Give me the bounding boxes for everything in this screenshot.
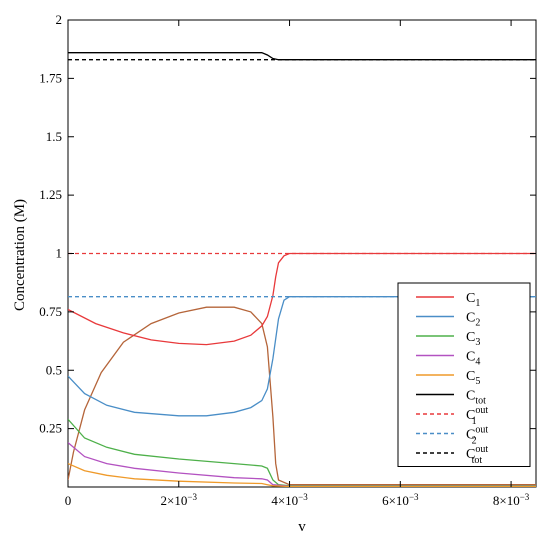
x-tick-label: 8×10−3	[493, 492, 530, 508]
series-line-ctot	[68, 52, 536, 61]
x-tick-label: 0	[65, 493, 72, 508]
y-tick-label: 2	[56, 12, 63, 27]
y-tick-label: 0.75	[39, 304, 62, 319]
series-line-c1	[68, 252, 536, 346]
y-tick-label: 1.5	[46, 129, 62, 144]
series-line-c5	[68, 463, 536, 487]
x-tick-label: 4×10−3	[271, 492, 308, 508]
series-line-c4	[68, 442, 536, 487]
x-axis-label: v	[298, 519, 306, 535]
x-tick-label: 2×10−3	[161, 492, 198, 508]
y-tick-label: 1.25	[39, 187, 62, 202]
series-line-unlabeled	[68, 306, 536, 486]
y-axis-ticks: 0.25 0.5 0.75 1 1.25 1.5 1.75 2	[39, 12, 536, 436]
plot-area	[67, 19, 537, 488]
y-tick-label: 1	[56, 246, 63, 261]
series-line-c2	[68, 296, 536, 417]
x-tick-label: 6×10−3	[382, 492, 419, 508]
y-tick-label: 0.5	[46, 362, 62, 377]
y-axis-label: Concentration (M)	[12, 199, 28, 311]
y-tick-label: 1.75	[39, 70, 62, 85]
y-tick-label: 0.25	[39, 421, 62, 436]
